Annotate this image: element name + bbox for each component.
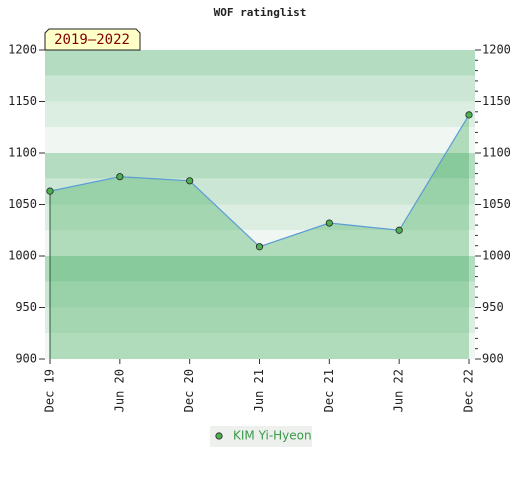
y-tick-label: 1000 — [8, 249, 37, 263]
point — [116, 173, 124, 181]
y-tick-label: 1050 — [8, 197, 37, 211]
band — [45, 204, 475, 231]
y-tick-label: 950 — [15, 300, 37, 314]
point — [255, 243, 264, 251]
legend-marker — [215, 432, 223, 440]
y2-tick-label: 1200 — [482, 43, 511, 57]
point — [46, 187, 54, 195]
legend-box — [210, 426, 312, 447]
band — [45, 256, 475, 282]
point — [325, 219, 333, 227]
y-tick-label: 1150 — [8, 94, 37, 108]
band — [45, 178, 475, 205]
x-tick-label: Dec 19 — [43, 369, 57, 412]
x-tick-label: Jun 21 — [252, 369, 266, 412]
x-tick-label: Jun 22 — [392, 369, 406, 412]
point — [465, 111, 473, 119]
band — [45, 281, 475, 308]
point — [395, 226, 403, 234]
y-tick-label: 1200 — [8, 43, 37, 57]
y2-tick-label: 1050 — [482, 197, 511, 211]
x-tick-label: Dec 21 — [322, 369, 336, 412]
band — [45, 307, 475, 334]
chart-title: WOF ratinglist — [214, 6, 307, 19]
background-bands — [45, 50, 475, 359]
x-tick-label: Dec 20 — [182, 369, 196, 412]
y2-tick-label: 900 — [482, 352, 504, 366]
x-tick-label: Dec 22 — [462, 369, 476, 412]
y2-tick-label: 1100 — [482, 146, 511, 160]
y-tick-label: 900 — [15, 352, 37, 366]
badge-box-outline — [44, 28, 141, 51]
band — [45, 101, 475, 128]
badge-text: 2019–2022 — [54, 32, 130, 48]
y2-tick-label: 1150 — [482, 94, 511, 108]
band — [45, 127, 475, 153]
band — [45, 230, 475, 256]
x-tick-label: Jun 20 — [112, 369, 126, 412]
y-tick-label: 1100 — [8, 146, 37, 160]
band — [45, 75, 475, 102]
area — [50, 114, 469, 359]
band — [45, 333, 475, 359]
y2-tick-label: 1000 — [482, 249, 511, 263]
band — [45, 153, 475, 179]
band — [45, 50, 475, 76]
point — [186, 177, 194, 185]
legend-label: KIM Yi-Hyeon — [233, 429, 312, 443]
y2-tick-label: 950 — [482, 300, 504, 314]
